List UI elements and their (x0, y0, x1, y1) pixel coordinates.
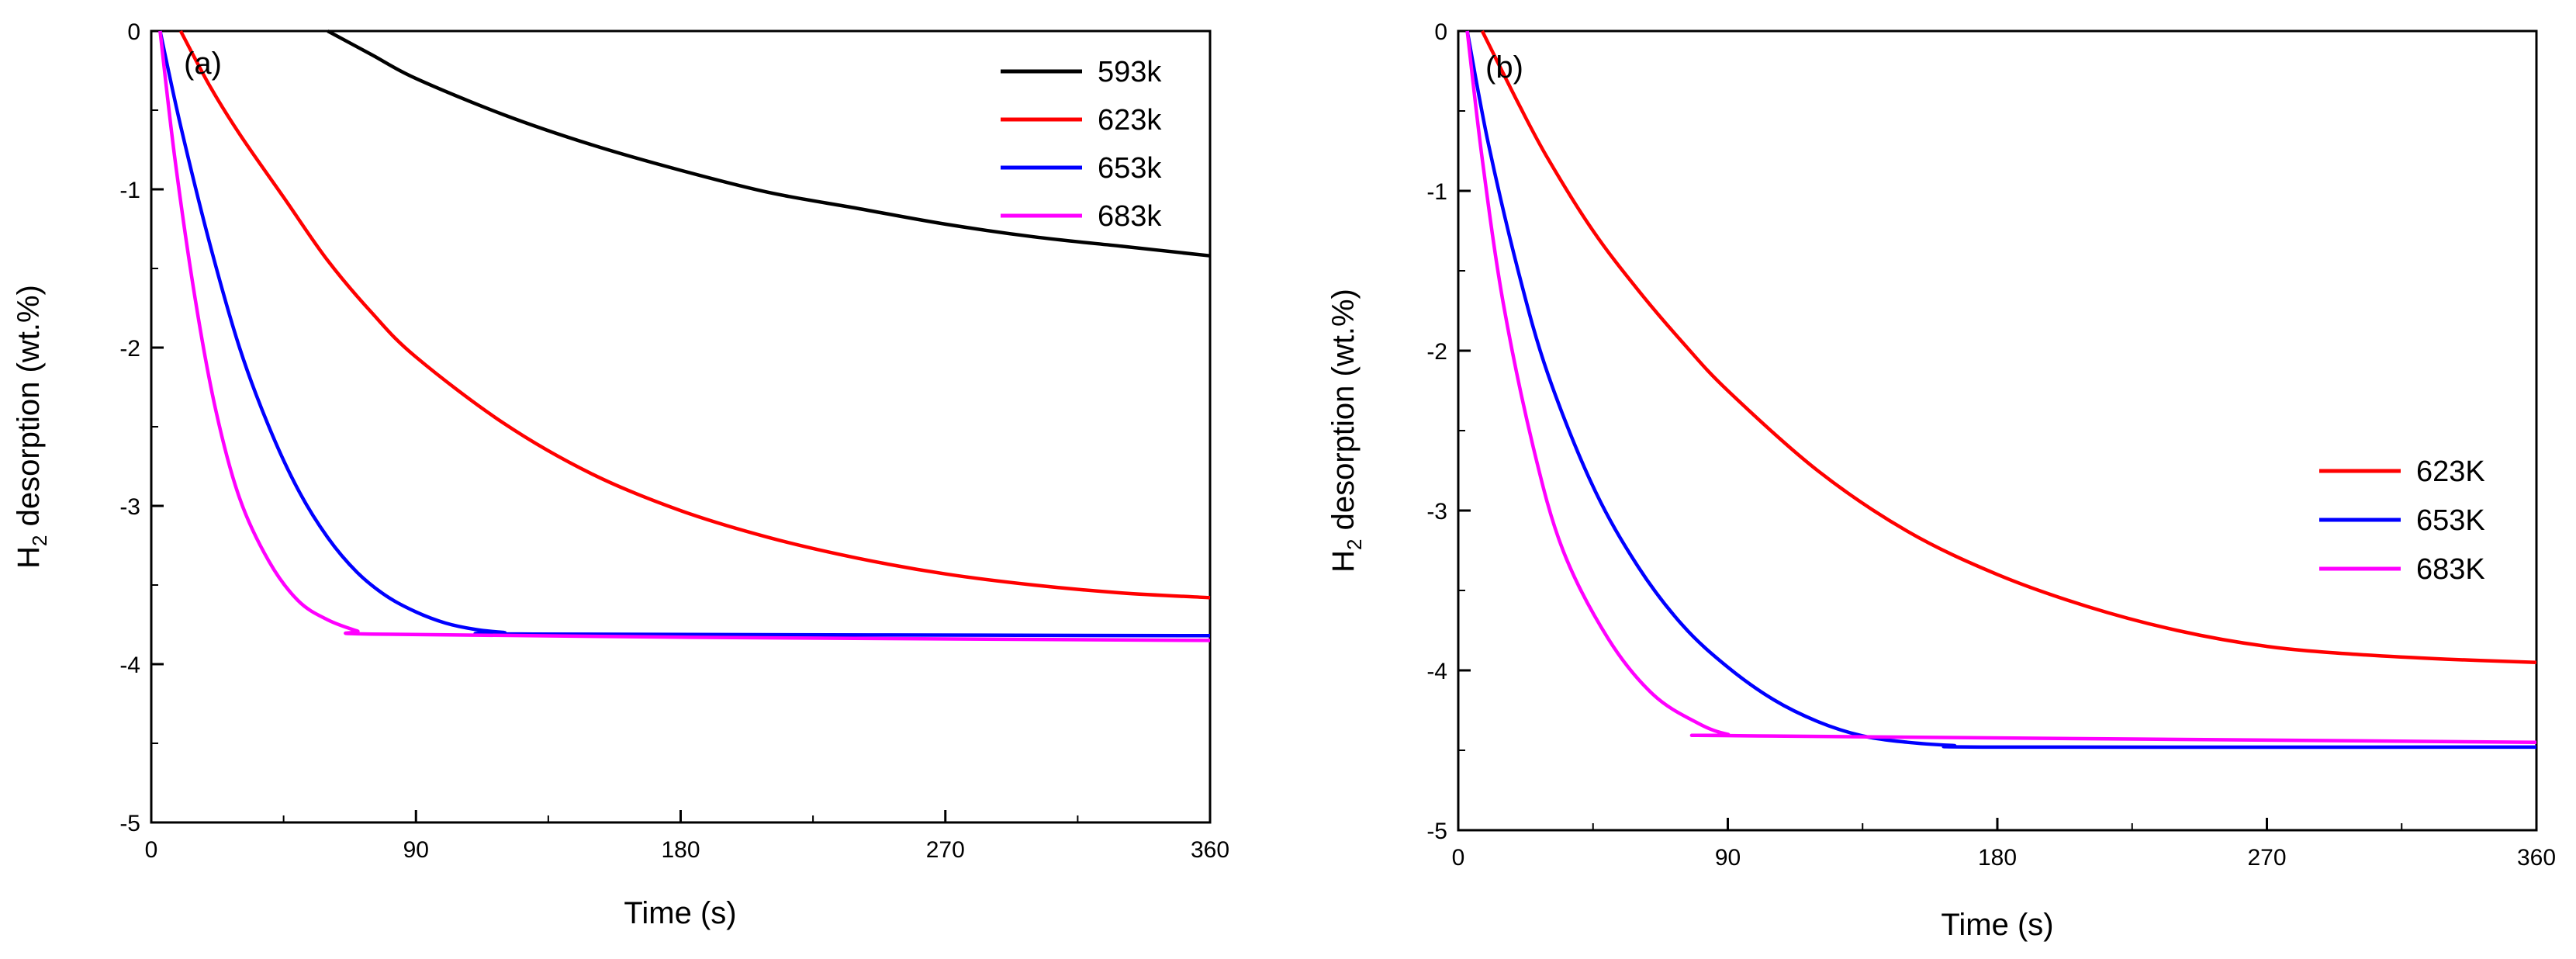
panel-label: (b) (1485, 50, 1523, 85)
x-tick-label: 270 (926, 837, 965, 863)
panel-label: (a) (184, 47, 222, 81)
chart-panel-a: 0 90 180 270 360 0 -1 -2 -3 -4 -5 (a) Time (s) H2 … (12, 19, 1229, 930)
y-tick-label: -4 (1426, 659, 1447, 684)
legend-label-683K: 683K (2416, 553, 2485, 586)
series-line-623K (1480, 29, 2537, 664)
plot-frame (1457, 29, 2538, 832)
y-tick-label: 0 (1434, 19, 1447, 45)
y-tick-label: -5 (1426, 819, 1447, 844)
legend-label-593k: 593k (1098, 56, 1162, 88)
series-line-623k (178, 29, 1211, 600)
legend-label-623K: 623K (2416, 455, 2485, 488)
x-tick-label: 0 (145, 837, 158, 863)
axis-ticks: 0 90 180 270 360 0 -1 -2 -3 -4 -5 (1426, 19, 2556, 871)
x-tick-label: 360 (1191, 837, 1229, 863)
y-tick-label: -4 (119, 653, 140, 678)
y-axis-title: H2 desorption (wt.%) (12, 285, 51, 569)
legend-label-653k: 653k (1098, 152, 1162, 185)
y-tick-label: -1 (119, 178, 140, 203)
x-tick-label: 270 (2247, 845, 2286, 871)
x-tick-label: 90 (403, 837, 429, 863)
x-axis-title: Time (s) (624, 896, 736, 930)
series-line-653k (158, 30, 1211, 638)
series-line-593k (327, 29, 1211, 258)
series-line-653K (1465, 30, 2537, 750)
x-tick-label: 0 (1452, 845, 1465, 871)
x-tick-label: 360 (2517, 845, 2556, 871)
legend-label-623k: 623k (1098, 104, 1162, 137)
y-tick-label: -5 (119, 811, 140, 836)
x-tick-label: 180 (1978, 845, 2017, 871)
series-line-683k (158, 30, 1211, 642)
y-tick-label: -2 (119, 336, 140, 362)
y-axis-title: H2 desorption (wt.%) (1326, 289, 1366, 573)
series-layer (1465, 29, 2537, 750)
legend: 623K 653K 683K (2319, 455, 2485, 586)
plot-frame (150, 29, 1212, 824)
series-line-683K (1465, 30, 2537, 744)
y-tick-label: -1 (1426, 179, 1447, 205)
x-tick-label: 90 (1715, 845, 1741, 871)
x-axis-title: Time (s) (1941, 908, 2053, 942)
legend-label-653K: 653K (2416, 504, 2485, 537)
x-tick-label: 180 (661, 837, 700, 863)
y-tick-label: -3 (1426, 499, 1447, 525)
y-tick-label: 0 (127, 19, 140, 45)
y-tick-label: -2 (1426, 339, 1447, 365)
y-tick-label: -3 (119, 494, 140, 520)
series-layer (158, 29, 1211, 642)
axis-ticks: 0 90 180 270 360 0 -1 -2 -3 -4 -5 (119, 19, 1229, 863)
chart-panel-b: 0 90 180 270 360 0 -1 -2 -3 -4 -5 (b) Time (s) H2 … (1326, 19, 2556, 942)
legend-label-683k: 683k (1098, 200, 1162, 233)
legend: 593k 623k 653k 683k (1001, 56, 1162, 233)
